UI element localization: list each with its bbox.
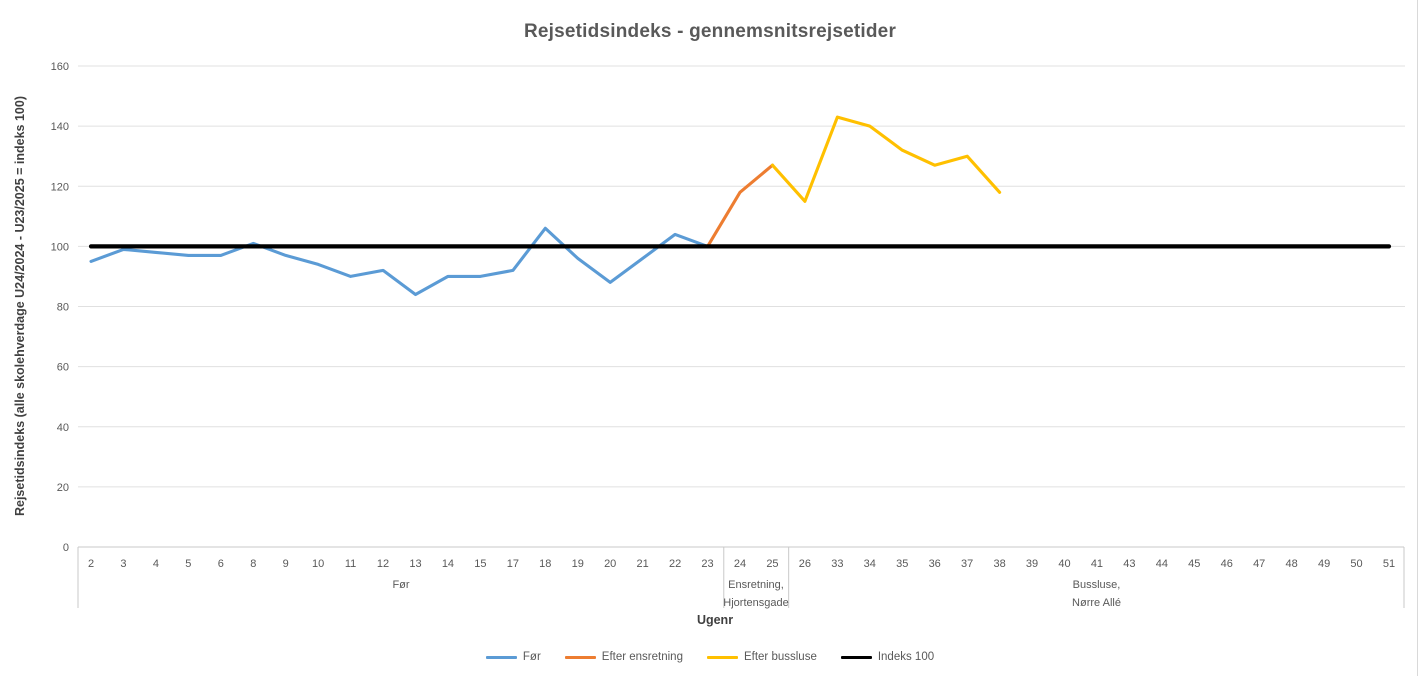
x-tick-label: 47 (1253, 558, 1265, 570)
x-tick-label: 39 (1026, 558, 1038, 570)
series-line-før (89, 226, 710, 297)
legend-line-swatch-efter-ensretning (564, 655, 596, 659)
x-group-label-ensretning-hjortensgade: Ensretning, Hjortensgade (723, 579, 789, 609)
x-tick-label: 51 (1383, 558, 1395, 570)
legend-label-efter-bussluse: Efter bussluse (743, 651, 817, 663)
x-tick-label: 24 (734, 558, 746, 570)
x-tick-label: 45 (1188, 558, 1200, 570)
chart-right-border (1417, 0, 1418, 676)
legend: Før Efter ensretning Efter bussluse Inde… (0, 648, 1420, 666)
x-tick-label: 48 (1286, 558, 1298, 570)
x-tick-label: 40 (1058, 558, 1070, 570)
x-tick-label: 22 (669, 558, 681, 570)
y-tick-label: 60 (57, 362, 69, 374)
x-tick-label: 35 (896, 558, 908, 570)
x-group-label-for: Før (392, 579, 410, 591)
x-tick-label: 11 (345, 558, 356, 570)
x-tick-label: 36 (929, 558, 941, 570)
x-tick-label: 21 (637, 558, 649, 570)
y-tick-label: 20 (57, 482, 69, 494)
legend-item-for: Før (485, 651, 541, 663)
x-tick-label: 5 (185, 558, 191, 570)
legend-item-efter-ensretning: Efter ensretning (564, 651, 683, 663)
x-tick-label: 10 (312, 558, 324, 570)
legend-item-indeks-100: Indeks 100 (840, 651, 935, 663)
y-tick-label: 100 (51, 241, 69, 253)
x-tick-label: 25 (766, 558, 778, 570)
series-line-efter-ensretning (706, 163, 775, 248)
y-tick-label: 120 (51, 181, 69, 193)
x-tick-label: 33 (831, 558, 843, 570)
x-tick-label: 13 (409, 558, 421, 570)
x-tick-label: 37 (961, 558, 973, 570)
legend-line-swatch-for (485, 655, 517, 659)
x-tick-label: 44 (1156, 558, 1168, 570)
x-tick-label: 9 (283, 558, 289, 570)
x-axis-title: Ugenr (696, 613, 734, 627)
y-tick-label: 80 (57, 302, 69, 314)
y-tick-label: 140 (51, 121, 69, 133)
series-line-efter-bussluse (770, 115, 1002, 203)
y-tick-label: 160 (51, 61, 69, 73)
x-tick-label: 17 (507, 558, 519, 570)
x-tick-label: 26 (799, 558, 811, 570)
y-tick-label: 0 (63, 542, 69, 554)
x-tick-label: 6 (218, 558, 224, 570)
x-tick-label: 12 (377, 558, 389, 570)
x-tick-label: 41 (1091, 558, 1103, 570)
legend-label-for: Før (522, 651, 541, 663)
chart-title: Rejsetidsindeks - gennemsnitsrejsetider (523, 21, 897, 42)
x-tick-label: 49 (1318, 558, 1330, 570)
x-tick-label: 2 (88, 558, 94, 570)
legend-label-efter-ensretning: Efter ensretning (601, 651, 683, 663)
x-tick-label: 15 (474, 558, 486, 570)
x-tick-label: 34 (864, 558, 876, 570)
x-tick-label: 50 (1350, 558, 1362, 570)
legend-label-indeks-100: Indeks 100 (877, 651, 935, 663)
x-tick-label: 18 (539, 558, 551, 570)
x-tick-label: 20 (604, 558, 616, 570)
x-group-label-bussluse-norre-alle: Bussluse, Nørre Allé (1072, 579, 1121, 609)
legend-item-efter-bussluse: Efter bussluse (706, 651, 817, 663)
x-tick-label: 38 (993, 558, 1005, 570)
y-tick-label: 40 (57, 422, 69, 434)
x-tick-label: 4 (153, 558, 159, 570)
x-tick-label: 8 (250, 558, 256, 570)
x-tick-label: 23 (701, 558, 713, 570)
legend-line-swatch-indeks-100 (840, 655, 872, 659)
x-tick-label: 3 (120, 558, 126, 570)
legend-line-swatch-efter-bussluse (706, 655, 738, 659)
x-tick-label: 46 (1221, 558, 1233, 570)
x-tick-label: 19 (572, 558, 584, 570)
x-tick-label: 14 (442, 558, 454, 570)
x-tick-label: 43 (1123, 558, 1135, 570)
